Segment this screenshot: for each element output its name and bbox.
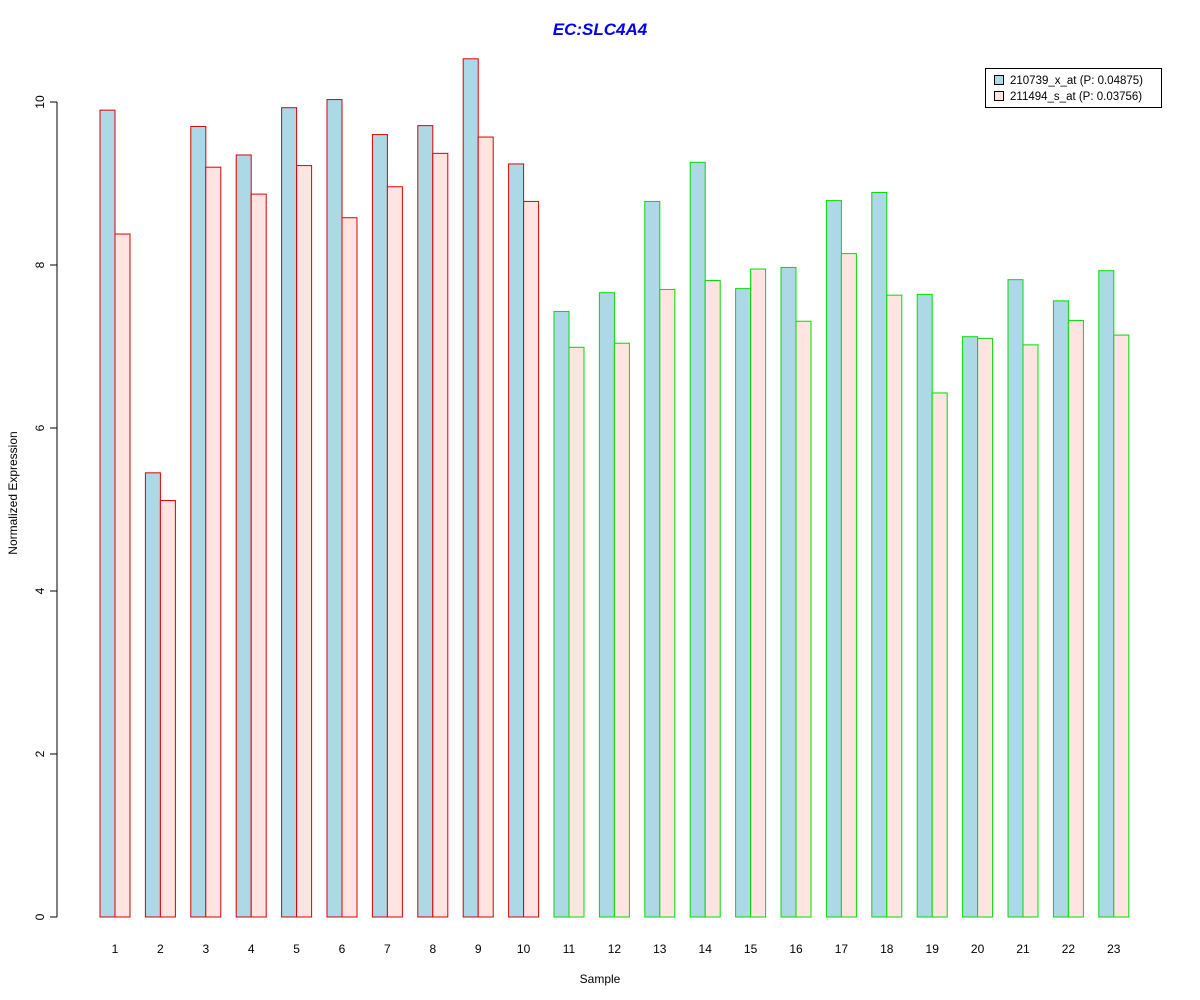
bar-series-2-sample-1 xyxy=(114,233,131,918)
bar-series-1-sample-21 xyxy=(1007,279,1024,918)
bar-series-1-sample-10 xyxy=(508,163,525,918)
bar-series-1-sample-23 xyxy=(1098,270,1115,918)
legend-label-series-1: 210739_x_at (P: 0.04875) xyxy=(1010,75,1143,87)
bar-series-2-sample-18 xyxy=(886,294,903,918)
x-axis-label: Sample xyxy=(579,972,621,986)
x-tick-label: 2 xyxy=(157,942,164,956)
bar-series-1-sample-16 xyxy=(780,266,797,918)
x-tick-label: 14 xyxy=(699,942,713,956)
bar-series-2-sample-13 xyxy=(659,288,676,918)
bar-series-2-sample-4 xyxy=(250,193,267,918)
legend-swatch-series-1 xyxy=(994,74,1004,85)
bar-group xyxy=(99,58,1130,918)
bar-series-1-sample-3 xyxy=(190,125,207,918)
x-tick-label: 20 xyxy=(971,942,985,956)
bar-series-2-sample-7 xyxy=(386,186,403,918)
chart-title: EC:SLC4A4 xyxy=(552,20,648,39)
bar-series-2-sample-3 xyxy=(205,166,222,918)
bar-series-2-sample-12 xyxy=(613,342,630,918)
bar-series-2-sample-8 xyxy=(432,152,449,918)
bar-series-1-sample-15 xyxy=(735,288,752,918)
y-tick-label: 6 xyxy=(33,424,47,431)
bar-series-2-sample-14 xyxy=(704,279,721,918)
bar-series-1-sample-12 xyxy=(598,292,615,918)
bar-series-2-sample-6 xyxy=(341,217,358,918)
bar-series-1-sample-5 xyxy=(281,107,298,918)
x-tick-label: 18 xyxy=(880,942,894,956)
legend: 210739_x_at (P: 0.04875) 211494_s_at (P:… xyxy=(985,68,1162,108)
bar-series-2-sample-15 xyxy=(750,268,767,918)
bar-series-1-sample-17 xyxy=(825,200,842,918)
bar-series-2-sample-17 xyxy=(840,253,857,918)
x-tick-label: 22 xyxy=(1062,942,1076,956)
x-tick-label: 1 xyxy=(112,942,119,956)
x-tick-label: 6 xyxy=(339,942,346,956)
y-axis-label: Normalized Expression xyxy=(6,431,20,555)
bar-series-1-sample-19 xyxy=(916,293,933,918)
x-tick-labels: 1 2 3 4 5 6 7 8 9 10 11 12 13 14 15 16 17 18 19 20 21 22 23 xyxy=(112,942,1121,956)
bar-series-1-sample-2 xyxy=(144,472,161,918)
x-tick-label: 16 xyxy=(789,942,803,956)
bar-series-1-sample-9 xyxy=(462,58,479,918)
x-tick-label: 11 xyxy=(563,942,576,956)
bar-series-2-sample-19 xyxy=(931,392,948,918)
bar-series-2-sample-10 xyxy=(523,200,540,918)
x-tick-label: 3 xyxy=(202,942,209,956)
bar-series-1-sample-8 xyxy=(417,125,434,918)
bar-series-1-sample-13 xyxy=(644,200,661,918)
bar-series-1-sample-7 xyxy=(371,134,388,918)
bar-series-2-sample-20 xyxy=(977,337,994,918)
bar-series-1-sample-1 xyxy=(99,109,116,918)
bar-series-2-sample-2 xyxy=(159,500,176,918)
bar-series-1-sample-18 xyxy=(871,191,888,918)
x-tick-label: 8 xyxy=(429,942,436,956)
x-tick-label: 13 xyxy=(653,942,667,956)
legend-label-series-2: 211494_s_at (P: 0.03756) xyxy=(1010,91,1143,103)
x-tick-label: 7 xyxy=(384,942,391,956)
y-tick-label: 2 xyxy=(33,750,47,757)
bar-series-2-sample-21 xyxy=(1022,344,1039,918)
bar-series-1-sample-20 xyxy=(962,336,979,918)
bar-series-2-sample-16 xyxy=(795,320,812,918)
x-tick-label: 23 xyxy=(1107,942,1121,956)
bar-series-1-sample-14 xyxy=(689,161,706,918)
x-tick-label: 4 xyxy=(248,942,255,956)
y-tick-label: 10 xyxy=(33,95,47,109)
legend-item-series-2: 211494_s_at (P: 0.03756) xyxy=(994,90,1142,104)
y-tick-label: 8 xyxy=(33,261,47,268)
x-tick-label: 19 xyxy=(926,942,940,956)
x-tick-label: 12 xyxy=(608,942,622,956)
bar-series-2-sample-23 xyxy=(1113,334,1130,918)
x-tick-label: 15 xyxy=(744,942,758,956)
x-tick-label: 17 xyxy=(835,942,849,956)
bar-series-1-sample-22 xyxy=(1052,300,1069,918)
bar-series-1-sample-11 xyxy=(553,310,570,918)
y-tick-label: 0 xyxy=(33,913,47,920)
y-tick-label: 4 xyxy=(33,587,47,594)
bar-series-2-sample-5 xyxy=(296,165,313,918)
bar-series-1-sample-6 xyxy=(326,99,343,918)
x-tick-label: 21 xyxy=(1016,942,1030,956)
legend-item-series-1: 210739_x_at (P: 0.04875) xyxy=(994,74,1143,88)
x-tick-label: 5 xyxy=(293,942,300,956)
bar-series-2-sample-22 xyxy=(1067,319,1084,918)
legend-swatch-series-2 xyxy=(994,90,1004,101)
x-tick-label: 10 xyxy=(517,942,531,956)
bar-series-2-sample-9 xyxy=(477,136,494,918)
x-tick-label: 9 xyxy=(475,942,482,956)
bar-series-1-sample-4 xyxy=(235,154,252,918)
bar-series-2-sample-11 xyxy=(568,346,585,918)
y-axis: 0 2 4 6 8 10 xyxy=(33,95,58,920)
